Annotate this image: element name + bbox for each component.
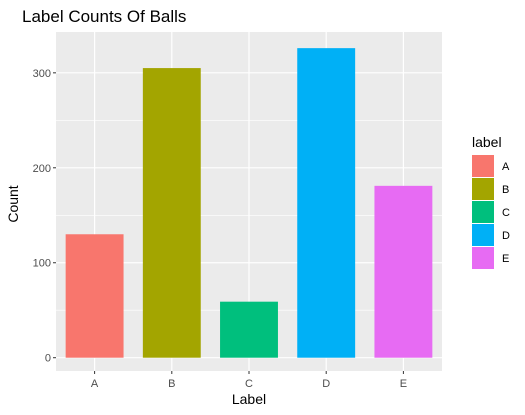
axes: 0 100 200 300 A B C D E	[33, 68, 407, 390]
bar-e	[374, 185, 433, 358]
y-axis-title: Count	[5, 185, 21, 222]
legend-key-b	[472, 178, 494, 200]
y-tick-label: 300	[33, 68, 51, 80]
legend-key-c	[472, 201, 494, 223]
x-tick-label: E	[400, 378, 407, 390]
bar-a	[65, 234, 124, 358]
x-tick-label: B	[168, 378, 175, 390]
legend-key-a	[472, 155, 494, 177]
bar-b	[142, 68, 201, 358]
legend-label-c: C	[502, 207, 510, 219]
legend-label-d: D	[502, 230, 510, 242]
y-tick-label: 0	[45, 353, 51, 365]
bars	[65, 48, 433, 358]
x-tick-label: D	[322, 378, 330, 390]
chart-title: Label Counts Of Balls	[22, 7, 186, 26]
legend-label-a: A	[502, 161, 510, 173]
bar-d	[297, 48, 356, 358]
bar-c	[220, 301, 278, 358]
x-axis-title: Label	[232, 391, 266, 407]
legend-label-e: E	[502, 253, 509, 265]
x-tick-label: C	[245, 378, 253, 390]
legend-key-d	[472, 224, 494, 246]
legend-title: label	[472, 134, 502, 150]
y-tick-label: 100	[33, 258, 51, 270]
legend-label-b: B	[502, 184, 509, 196]
x-tick-label: A	[91, 378, 99, 390]
legend-key-e	[472, 247, 494, 269]
y-tick-label: 200	[33, 163, 51, 175]
